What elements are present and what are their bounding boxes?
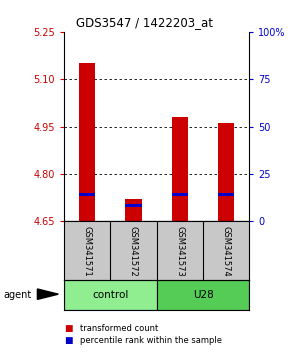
Bar [79,193,95,196]
Bar [172,117,188,221]
Text: ■: ■ [64,336,72,345]
Text: GDS3547 / 1422203_at: GDS3547 / 1422203_at [77,17,213,29]
Bar [172,193,188,196]
Bar [125,204,142,207]
Text: U28: U28 [193,290,213,300]
Bar [157,280,249,310]
Text: percentile rank within the sample: percentile rank within the sample [80,336,222,345]
Text: ■: ■ [64,324,72,333]
Text: control: control [92,290,128,300]
Text: GSM341572: GSM341572 [129,226,138,277]
Bar [64,280,157,310]
Bar [218,124,234,221]
Text: GSM341571: GSM341571 [82,226,92,277]
Text: GSM341574: GSM341574 [222,226,231,277]
Bar [125,199,142,221]
Text: transformed count: transformed count [80,324,158,333]
Polygon shape [37,289,58,299]
Bar [79,63,95,221]
Bar [218,193,234,196]
Text: agent: agent [3,290,31,299]
Text: GSM341573: GSM341573 [175,226,184,277]
